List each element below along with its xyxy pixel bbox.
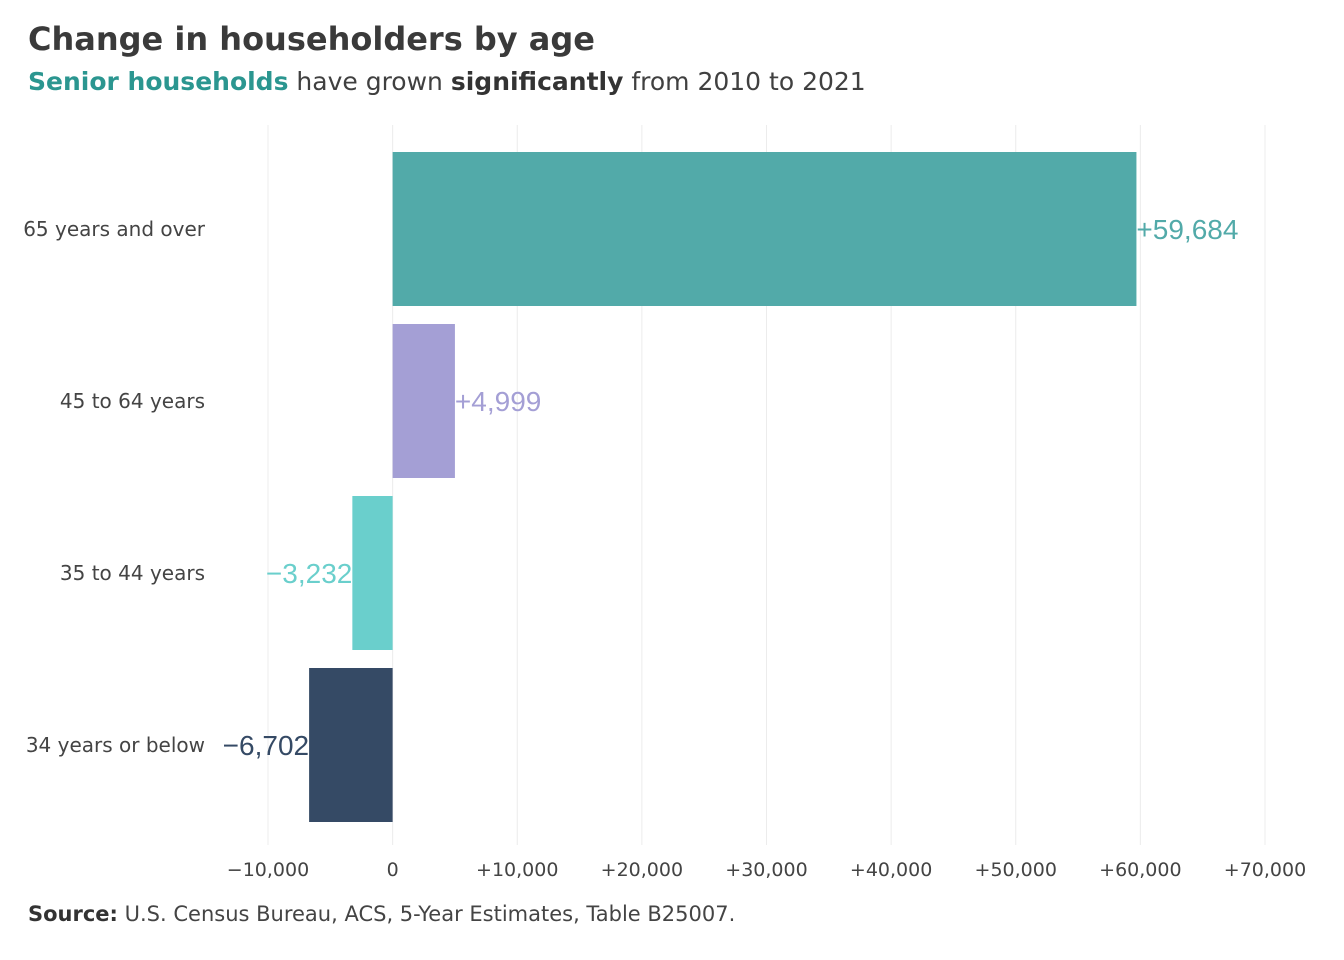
category-label: 35 to 44 years	[60, 561, 205, 585]
bar	[352, 496, 393, 650]
data-label: −3,232	[266, 558, 352, 589]
x-tick-label: +70,000	[1224, 859, 1306, 881]
data-label: +4,999	[455, 386, 541, 417]
subtitle-highlight: Senior households	[28, 67, 289, 96]
category-label: 34 years or below	[26, 733, 205, 757]
bar	[392, 324, 455, 478]
x-tick-label: +40,000	[850, 859, 932, 881]
subtitle-end: from 2010 to 2021	[623, 67, 866, 96]
category-label: 45 to 64 years	[60, 389, 205, 413]
source-text: U.S. Census Bureau, ACS, 5-Year Estimate…	[117, 902, 736, 926]
bar	[309, 668, 393, 822]
x-tick-label: 0	[387, 859, 399, 881]
source-label: Source:	[28, 902, 118, 926]
x-tick-label: +10,000	[476, 859, 558, 881]
x-tick-label: +30,000	[725, 859, 807, 881]
x-tick-label: −10,000	[227, 859, 309, 881]
x-tick-label: +60,000	[1099, 859, 1181, 881]
chart-subtitle: Senior households have grown significant…	[28, 67, 866, 96]
data-label: −6,702	[223, 730, 309, 761]
source-note: Source: U.S. Census Bureau, ACS, 5-Year …	[28, 902, 735, 926]
x-tick-label: +20,000	[601, 859, 683, 881]
chart-title: Change in householders by age	[28, 20, 595, 58]
bar	[392, 152, 1137, 306]
subtitle-mid: have grown	[288, 67, 451, 96]
data-label: +59,684	[1136, 214, 1238, 245]
subtitle-emphasis: significantly	[450, 67, 624, 96]
category-label: 65 years and over	[23, 217, 206, 241]
x-tick-label: +50,000	[975, 859, 1057, 881]
